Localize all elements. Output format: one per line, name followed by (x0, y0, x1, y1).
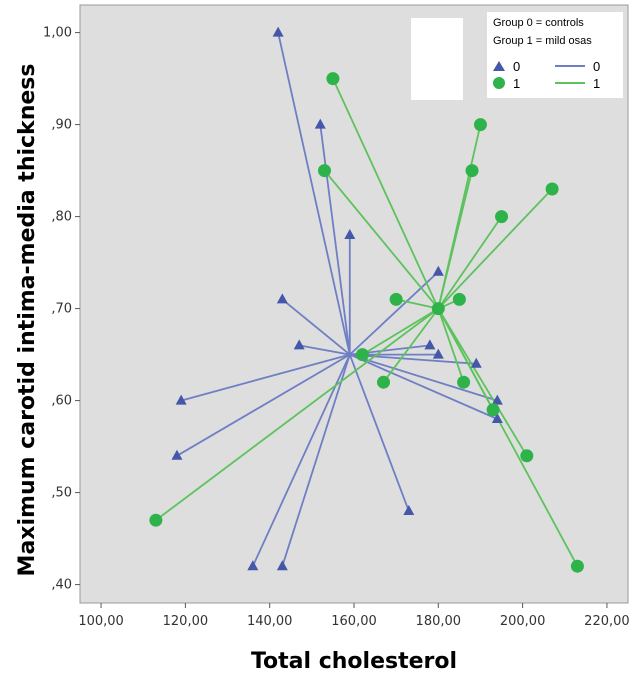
point-group-1 (377, 375, 391, 389)
centroid-line-group-0 (277, 32, 351, 355)
y-tick-label: ,40 (51, 578, 72, 593)
y-tick-label: ,70 (51, 302, 72, 317)
point-group-1 (431, 302, 445, 316)
centroid-line-group-1 (361, 307, 439, 356)
centroid-lines (155, 32, 579, 567)
centroid-line-group-1 (437, 188, 553, 310)
point-group-0 (432, 265, 444, 276)
centroid-line-group-0 (299, 344, 350, 356)
point-group-1 (473, 118, 487, 132)
point-group-0 (276, 293, 288, 304)
y-tick-label: ,60 (51, 394, 72, 409)
centroid-line-group-1 (323, 170, 440, 310)
point-group-0 (293, 339, 305, 350)
point-group-1 (570, 559, 584, 573)
point-group-0 (272, 26, 284, 37)
plot-area (79, 4, 629, 604)
point-group-0 (424, 339, 436, 350)
point-group-1 (495, 210, 509, 224)
point-group-0 (175, 394, 187, 405)
centroid-line-group-0 (349, 353, 498, 402)
point-group-1 (486, 403, 500, 417)
legend-line-label-0: 0 (593, 59, 600, 74)
legend-marker-label-1: 1 (513, 76, 520, 91)
centroid-line-group-1 (382, 308, 440, 383)
point-group-0 (432, 348, 444, 359)
point-group-1 (149, 513, 163, 527)
centroid-line-group-0 (319, 124, 351, 355)
y-tick-label: ,80 (51, 210, 72, 225)
centroid-line-group-0 (348, 354, 410, 512)
point-group-1 (457, 375, 471, 389)
x-tick-label: 180,00 (416, 614, 462, 629)
centroid-line-group-1 (437, 216, 503, 310)
point-group-0 (247, 560, 259, 571)
x-tick-label: 160,00 (331, 614, 377, 629)
centroid-line-group-1 (332, 78, 440, 309)
y-tick-label: ,90 (51, 118, 72, 133)
x-axis-title: Total cholesterol (251, 649, 457, 674)
x-tick-label: 220,00 (584, 614, 630, 629)
centroid-line-group-0 (281, 298, 351, 356)
x-tick-label: 100,00 (78, 614, 124, 629)
point-group-1 (545, 182, 559, 196)
centroid-line-group-1 (437, 308, 528, 457)
legend: Group 0 = controls Group 1 = mild osas 0… (411, 12, 623, 100)
x-tick-label: 140,00 (247, 614, 293, 629)
centroid-line-group-0 (349, 353, 477, 365)
data-points (149, 26, 584, 573)
x-tick-label: 200,00 (500, 614, 546, 629)
legend-mask (411, 18, 463, 100)
centroid-line-group-1 (437, 308, 579, 567)
point-group-1 (520, 449, 534, 463)
centroid-line-group-0 (180, 353, 351, 402)
centroid-line-group-1 (437, 308, 465, 383)
point-group-1 (465, 164, 479, 178)
point-group-0 (491, 394, 503, 405)
legend-marker-label-0: 0 (513, 59, 520, 74)
y-tick-label: ,50 (51, 486, 72, 501)
axes: 100,00 120,00 140,00 160,00 180,00 200,00 220,… (43, 26, 630, 629)
point-group-0 (470, 357, 482, 368)
point-group-0 (344, 229, 356, 239)
centroid-line-group-0 (349, 271, 439, 356)
point-group-1 (452, 292, 466, 306)
y-axis-title: Maximum carotid intima-media thickness (15, 64, 40, 577)
point-group-0 (403, 505, 415, 515)
legend-note-1: Group 1 = mild osas (493, 35, 592, 47)
x-tick-label: 120,00 (163, 614, 209, 629)
centroid-line-group-0 (176, 353, 351, 457)
point-group-0 (491, 413, 503, 423)
centroid-line-group-1 (437, 170, 473, 309)
centroid-line-group-1 (155, 307, 439, 521)
centroid-line-group-1 (395, 298, 439, 310)
point-group-0 (276, 560, 288, 571)
point-group-1 (317, 164, 331, 178)
point-group-0 (314, 118, 326, 129)
point-group-1 (355, 348, 369, 362)
point-group-1 (389, 292, 403, 306)
legend-note-0: Group 0 = controls (493, 17, 584, 29)
centroid-line-group-0 (281, 354, 351, 567)
legend-circle-icon (493, 77, 505, 89)
centroid-line-group-0 (349, 353, 498, 420)
point-group-0 (171, 449, 183, 460)
legend-triangle-icon (493, 61, 505, 71)
point-group-1 (326, 72, 340, 86)
centroid-line-group-0 (252, 354, 351, 567)
y-tick-label: 1,00 (43, 26, 72, 41)
legend-line-label-1: 1 (593, 76, 600, 91)
